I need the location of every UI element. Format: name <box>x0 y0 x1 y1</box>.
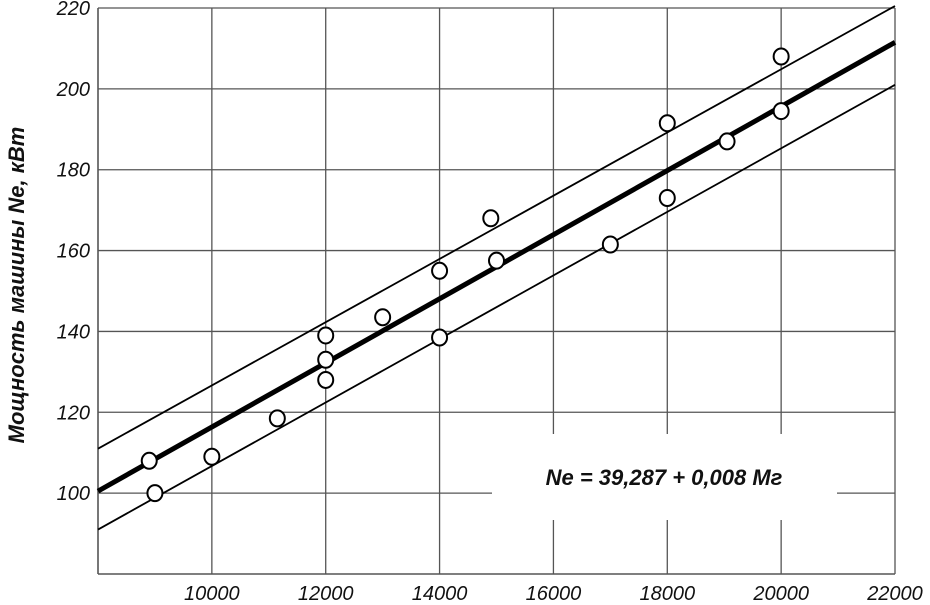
data-point <box>718 132 736 151</box>
data-point <box>140 451 158 470</box>
data-point <box>317 370 335 389</box>
equation-text: Ne = 39,287 + 0,008 Mг <box>546 465 783 490</box>
data-point <box>317 326 335 345</box>
x-tick-label: 14000 <box>412 583 468 605</box>
y-tick-label: 100 <box>57 483 90 505</box>
data-point <box>658 189 676 208</box>
grid <box>97 7 896 575</box>
upper-bound-line <box>97 5 896 450</box>
data-point <box>431 261 449 280</box>
data-point <box>601 235 619 254</box>
y-tick-label: 160 <box>57 241 90 263</box>
x-tick-label: 16000 <box>526 583 582 605</box>
x-tick-label: 12000 <box>298 583 354 605</box>
y-tick-label: 180 <box>57 160 90 182</box>
data-point <box>431 328 449 347</box>
x-tick-label: 18000 <box>639 583 695 605</box>
x-tick-label: 10000 <box>184 583 240 605</box>
lower-bound-line <box>97 84 896 531</box>
x-tick-label: 20000 <box>752 583 809 605</box>
tick-labels: 10000 12000 14000 16000 18000 20000 22000 100 12… <box>56 0 923 605</box>
data-point <box>146 484 164 503</box>
y-tick-label: 120 <box>57 402 90 424</box>
y-tick-label: 200 <box>56 79 90 101</box>
data-point <box>488 251 505 270</box>
y-tick-label: 220 <box>56 0 90 20</box>
x-tick-label: 22000 <box>866 583 923 605</box>
data-point <box>658 114 676 133</box>
data-point <box>772 47 790 66</box>
equation-annotation: Ne = 39,287 + 0,008 Mг <box>492 434 837 520</box>
y-tick-label: 140 <box>57 321 90 343</box>
y-axis-label: Мощность машины Ne, кВт <box>4 127 29 444</box>
data-point <box>482 209 500 228</box>
data-point <box>374 308 392 327</box>
data-point <box>268 409 286 428</box>
data-point <box>203 447 221 466</box>
data-point <box>317 350 335 369</box>
data-point <box>772 102 790 121</box>
data-points <box>140 47 790 503</box>
